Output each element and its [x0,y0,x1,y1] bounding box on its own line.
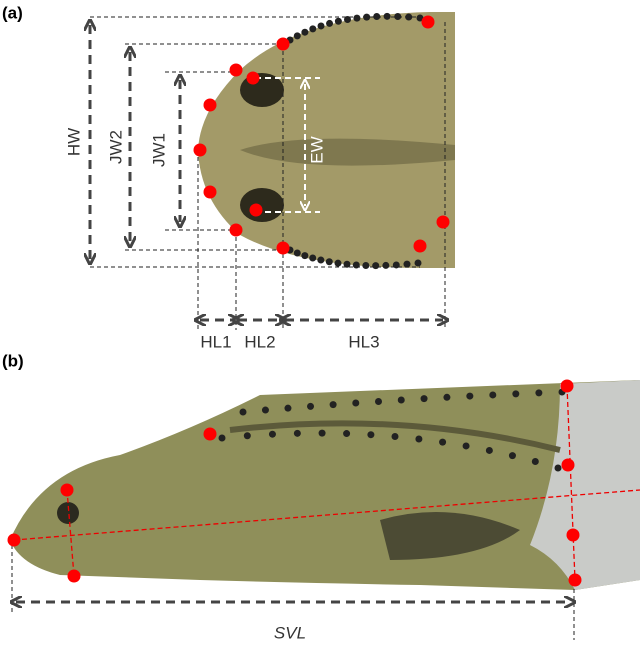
outline-dot [384,13,391,20]
outline-dot [362,262,369,269]
outline-dot [244,432,251,439]
landmark [204,186,217,199]
outline-dot [294,249,301,256]
outline-dot [466,393,473,400]
outline-dot [335,260,342,267]
outline-dot [307,403,314,410]
outline-dot [284,405,291,412]
outline-dot [240,409,247,416]
landmark [569,574,582,587]
outline-dot [398,397,405,404]
outline-dot [463,442,470,449]
outline-dot [372,262,379,269]
landmark [8,534,21,547]
outline-dot [512,390,519,397]
measure-label: HL3 [348,332,379,351]
measure-label: HL1 [200,332,231,351]
landmark [230,64,243,77]
landmark [230,224,243,237]
outline-dot [532,458,539,465]
outline-dot [326,258,333,265]
landmark [561,380,574,393]
body [10,380,640,590]
outline-dot [326,20,333,27]
outline-dot [318,22,325,29]
outline-dot [367,431,374,438]
outline-dot [309,25,316,32]
figure: (a) HW JW2 JW1 EW HL1 HL2 HL3 (b) [0,0,640,650]
eye [240,188,284,222]
outline-dot [317,257,324,264]
outline-dot [262,407,269,414]
outline-dot [404,261,411,268]
outline-dot [301,252,308,259]
landmark [204,99,217,112]
outline-dot [344,261,351,268]
outline-dot [353,262,360,269]
outline-dot [294,32,301,39]
landmark [204,428,217,441]
outline-dot [353,15,360,22]
outline-dot [439,439,446,446]
landmark [562,459,575,472]
measure-label: HW [64,128,83,156]
outline-dot [415,435,422,442]
outline-dot [393,261,400,268]
outline-dot [375,398,382,405]
measure-label: JW2 [106,130,125,164]
landmark [250,204,263,217]
outline-dot [415,260,422,267]
landmark [61,484,74,497]
landmark [422,16,435,29]
measure-label: EW [307,136,326,163]
outline-dot [335,18,342,25]
panel-label: (b) [2,351,24,370]
outline-dot [382,262,389,269]
outline-dot [392,433,399,440]
outline-dot [294,430,301,437]
panel-label: (a) [2,3,23,22]
outline-dot [301,29,308,36]
landmark [414,240,427,253]
landmark [247,72,260,85]
outline-dot [509,452,516,459]
measure-label: SVL [274,623,306,642]
outline-dot [309,255,316,262]
landmark [437,216,450,229]
outline-dot [555,465,562,472]
outline-dot [535,389,542,396]
eye [57,502,79,524]
outline-dot [421,395,428,402]
outline-dot [373,13,380,20]
landmark [194,144,207,157]
outline-dot [269,431,276,438]
landmark [567,529,580,542]
landmark [68,570,81,583]
landmark [277,242,290,255]
outline-dot [394,13,401,20]
measure-label: HL2 [244,332,275,351]
outline-dot [219,435,226,442]
outline-dot [405,14,412,21]
outline-dot [363,14,370,21]
outline-dot [443,394,450,401]
outline-dot [352,400,359,407]
outline-dot [319,430,326,437]
outline-dot [343,430,350,437]
outline-dot [486,447,493,454]
measure-label: JW1 [149,133,168,167]
outline-dot [330,401,337,408]
outline-dot [489,391,496,398]
outline-dot [344,16,351,23]
landmark [277,38,290,51]
